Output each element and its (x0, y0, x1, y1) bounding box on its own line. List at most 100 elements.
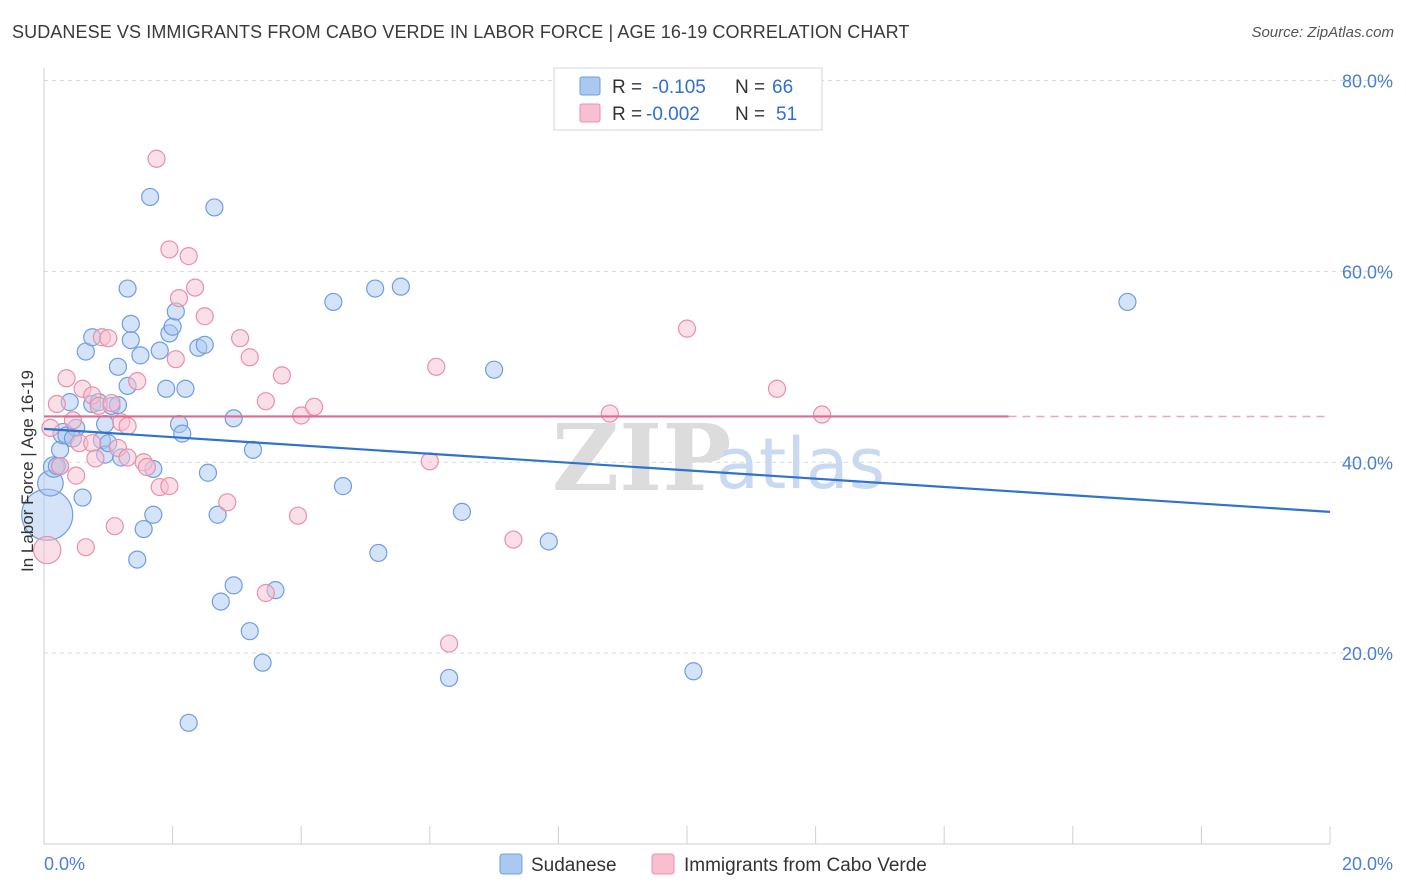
sudanese-point-50 (240, 622, 259, 641)
bottom-legend-label-sudanese: Sudanese (531, 855, 617, 876)
sudanese-point-62 (539, 532, 558, 551)
cabo-verde-point-30 (169, 288, 189, 308)
sudanese-point-26 (121, 314, 140, 333)
source-label: Source: ZipAtlas.com (1251, 24, 1394, 41)
cabo-verde-point-48 (677, 319, 697, 338)
legend-n-label-2: N = (735, 104, 765, 125)
cabo-verde-point-35 (231, 329, 250, 348)
sudanese-point-21 (108, 357, 128, 376)
x-tick-labels: 0.0% 20.0% (44, 854, 1393, 874)
cabo-verde-point-15 (99, 329, 118, 348)
legend-swatch-pink (579, 103, 601, 123)
legend-n-value-1: 66 (772, 77, 793, 98)
cabo-verde-point-0 (33, 535, 62, 565)
legend-r-value-2: -0.002 (646, 104, 700, 125)
cabo-verde-point-38 (256, 392, 275, 411)
sudanese-point-31 (144, 505, 163, 524)
sudanese-point-51 (243, 440, 263, 459)
legend-n-value-2: 51 (776, 104, 797, 125)
cabo-verde-point-42 (304, 397, 324, 416)
sudanese-point-47 (211, 592, 230, 611)
cabo-verde-point-31 (179, 247, 198, 266)
cabo-verde-point-36 (240, 348, 259, 367)
y-axis-label: In Labor Force | Age 16-19 (18, 370, 37, 572)
sudanese-point-52 (253, 653, 272, 672)
sudanese-point-46 (208, 505, 227, 524)
y-tick-labels: 20.0% 40.0% 60.0% 80.0% (1342, 72, 1393, 665)
sudanese-point-36 (163, 317, 182, 336)
bottom-legend: Sudanese Immigrants from Cabo Verde (499, 853, 927, 876)
stats-legend: R = -0.105 N = 66 R = -0.002 N = 51 (553, 67, 823, 131)
cabo-verde-point-37 (256, 583, 275, 603)
sudanese-point-63 (684, 662, 703, 681)
sudanese-point-55 (333, 477, 353, 496)
cabo-verde-point-44 (427, 357, 446, 376)
legend-r-label-1: R = (612, 77, 642, 98)
axes (43, 68, 1331, 845)
cabo-verde-point-2 (47, 394, 66, 414)
chart-title: SUDANESE VS IMMIGRANTS FROM CABO VERDE I… (12, 22, 910, 42)
trend-lines (43, 415, 1331, 513)
sudanese-point-29 (134, 519, 153, 539)
cabo-verde-point-24 (137, 457, 156, 477)
watermark-zip: ZIP (552, 404, 731, 512)
cabo-verde-point-17 (105, 517, 124, 536)
sudanese-point-56 (366, 279, 385, 298)
sudanese-point-60 (452, 502, 472, 521)
x-tick-label-0: 0.0% (44, 854, 85, 874)
cabo-verde-point-39 (272, 366, 292, 385)
sudanese-point-23 (118, 279, 137, 298)
cabo-verde-point-9 (76, 538, 95, 557)
x-tick-label-1: 20.0% (1342, 854, 1393, 874)
cabo-verde-point-20 (118, 448, 137, 467)
sudanese-point-41 (179, 713, 198, 732)
sudanese-point-30 (140, 187, 160, 207)
cabo-verde-point-29 (166, 350, 185, 369)
cabo-verde-point-50 (812, 405, 832, 424)
watermark-atlas: atlas (716, 423, 885, 505)
sudanese-point-48 (224, 409, 243, 428)
cabo-verde-point-12 (86, 449, 105, 468)
y-tick-label-0: 20.0% (1342, 644, 1393, 664)
cabo-verde-point-43 (420, 452, 439, 471)
cabo-verde-point-5 (63, 411, 83, 430)
cabo-verde-point-4 (57, 369, 76, 388)
bottom-legend-swatch-sudanese (499, 853, 523, 875)
cabo-verde-point-25 (147, 149, 166, 168)
sudanese-point-44 (198, 463, 218, 482)
sudanese-point-33 (150, 341, 169, 360)
sudanese-point-43 (195, 335, 214, 354)
sudanese-point-58 (391, 277, 410, 296)
sudanese-trend-line (43, 427, 1331, 513)
sudanese-point-34 (157, 379, 176, 398)
cabo-verde-point-28 (160, 477, 179, 496)
cabo-verde-point-34 (218, 493, 237, 512)
cabo-verde-point-22 (128, 372, 147, 391)
bottom-legend-swatch-cabo-verde (651, 853, 675, 875)
cabo-verde-point-16 (102, 393, 121, 413)
cabo-verde-point-1 (41, 418, 60, 437)
sudanese-point-49 (224, 576, 243, 595)
series-sudanese-points (21, 187, 1137, 732)
sudanese-point-57 (369, 543, 388, 563)
sudanese-point-45 (205, 198, 224, 217)
cabo-verde-point-3 (50, 456, 70, 476)
sudanese-point-61 (485, 360, 504, 379)
sudanese-point-59 (439, 668, 459, 688)
cabo-verde-point-46 (504, 530, 523, 549)
legend-r-value-1: -0.105 (652, 77, 706, 98)
y-tick-label-2: 60.0% (1342, 262, 1393, 282)
legend-r-label-2: R = (612, 104, 642, 125)
grid-lines (44, 80, 1392, 654)
y-tick-label-3: 80.0% (1342, 72, 1393, 92)
bottom-legend-label-cabo-verde: Immigrants from Cabo Verde (684, 855, 927, 876)
cabo-verde-point-33 (195, 307, 214, 326)
cabo-verde-point-32 (186, 278, 205, 297)
cabo-verde-point-27 (160, 240, 179, 259)
sudanese-point-25 (121, 330, 140, 350)
sudanese-point-17 (95, 414, 115, 434)
watermark: ZIP atlas (552, 404, 885, 512)
y-tick-label-1: 40.0% (1342, 453, 1393, 473)
sudanese-point-54 (324, 292, 343, 312)
